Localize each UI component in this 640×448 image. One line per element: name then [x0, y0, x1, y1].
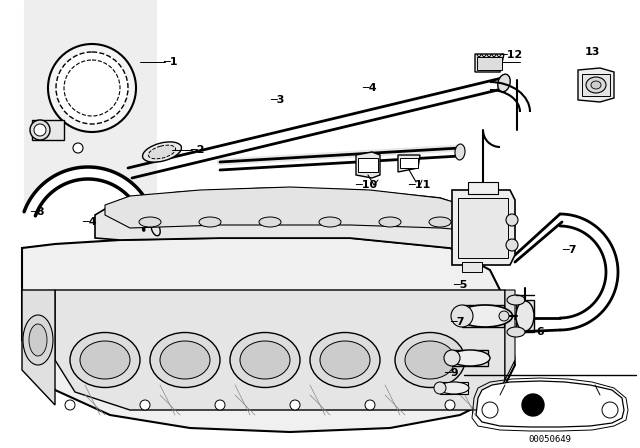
- Text: ─2: ─2: [190, 145, 205, 155]
- Ellipse shape: [143, 142, 182, 162]
- Ellipse shape: [199, 217, 221, 227]
- Polygon shape: [477, 57, 502, 70]
- Polygon shape: [62, 105, 128, 152]
- Bar: [516, 300, 534, 332]
- Text: ─5: ─5: [453, 280, 467, 290]
- Circle shape: [30, 120, 50, 140]
- Circle shape: [290, 400, 300, 410]
- Bar: [462, 262, 482, 272]
- Circle shape: [506, 214, 518, 226]
- Ellipse shape: [320, 341, 370, 379]
- Bar: [468, 182, 498, 194]
- Ellipse shape: [240, 341, 290, 379]
- Text: ─7: ─7: [562, 245, 577, 255]
- Ellipse shape: [498, 74, 510, 92]
- Ellipse shape: [507, 295, 525, 305]
- Circle shape: [65, 400, 75, 410]
- Ellipse shape: [458, 305, 513, 327]
- Ellipse shape: [499, 311, 509, 321]
- Polygon shape: [578, 68, 614, 102]
- Circle shape: [522, 394, 544, 416]
- Ellipse shape: [80, 341, 130, 379]
- Circle shape: [140, 400, 150, 410]
- Ellipse shape: [439, 382, 469, 394]
- Ellipse shape: [395, 332, 465, 388]
- Polygon shape: [400, 158, 418, 168]
- Ellipse shape: [230, 332, 300, 388]
- Ellipse shape: [151, 222, 160, 236]
- Circle shape: [482, 402, 498, 418]
- Ellipse shape: [586, 77, 606, 93]
- Circle shape: [215, 400, 225, 410]
- Text: ─1: ─1: [163, 57, 177, 67]
- Polygon shape: [356, 152, 380, 178]
- Ellipse shape: [591, 81, 601, 89]
- Bar: [32, 120, 64, 140]
- Circle shape: [48, 44, 136, 132]
- Polygon shape: [398, 155, 420, 172]
- Polygon shape: [22, 290, 55, 405]
- Ellipse shape: [450, 350, 490, 366]
- Text: 00050649: 00050649: [529, 435, 572, 444]
- Ellipse shape: [444, 350, 460, 366]
- Text: ─6: ─6: [530, 327, 545, 337]
- Circle shape: [365, 400, 375, 410]
- Ellipse shape: [516, 301, 534, 331]
- Text: ─4: ─4: [82, 217, 97, 227]
- Polygon shape: [22, 238, 515, 432]
- Ellipse shape: [160, 341, 210, 379]
- Ellipse shape: [29, 324, 47, 356]
- Ellipse shape: [139, 217, 161, 227]
- Polygon shape: [505, 290, 515, 380]
- Ellipse shape: [434, 382, 446, 394]
- Ellipse shape: [405, 341, 455, 379]
- Ellipse shape: [259, 217, 281, 227]
- Text: ─9: ─9: [444, 368, 459, 378]
- Ellipse shape: [455, 144, 465, 160]
- Text: ─10: ─10: [355, 180, 377, 190]
- Ellipse shape: [148, 145, 175, 159]
- Polygon shape: [55, 290, 505, 410]
- Circle shape: [506, 239, 518, 251]
- Circle shape: [34, 124, 46, 136]
- Bar: [452, 350, 488, 366]
- Circle shape: [56, 52, 128, 124]
- Polygon shape: [475, 54, 504, 72]
- Bar: [358, 158, 378, 172]
- Ellipse shape: [451, 305, 473, 327]
- Text: ─12: ─12: [500, 50, 522, 60]
- Text: ─7: ─7: [450, 317, 465, 327]
- Bar: [458, 198, 508, 258]
- Polygon shape: [105, 187, 490, 232]
- Polygon shape: [476, 381, 624, 427]
- Polygon shape: [95, 188, 505, 250]
- Circle shape: [445, 400, 455, 410]
- Polygon shape: [452, 190, 515, 265]
- Ellipse shape: [70, 332, 140, 388]
- Text: ─8: ─8: [30, 207, 45, 217]
- Ellipse shape: [379, 217, 401, 227]
- Ellipse shape: [150, 332, 220, 388]
- Ellipse shape: [23, 315, 53, 365]
- Circle shape: [485, 400, 495, 410]
- Ellipse shape: [310, 332, 380, 388]
- Bar: [440, 382, 468, 394]
- Text: ─4: ─4: [362, 83, 376, 93]
- Bar: [462, 305, 504, 327]
- Ellipse shape: [319, 217, 341, 227]
- Text: 13: 13: [585, 47, 600, 57]
- Ellipse shape: [507, 327, 525, 337]
- Text: ─3: ─3: [270, 95, 284, 105]
- Polygon shape: [582, 74, 610, 96]
- Circle shape: [64, 60, 120, 116]
- Circle shape: [602, 402, 618, 418]
- Ellipse shape: [429, 217, 451, 227]
- Text: ─11: ─11: [408, 180, 430, 190]
- Circle shape: [73, 143, 83, 153]
